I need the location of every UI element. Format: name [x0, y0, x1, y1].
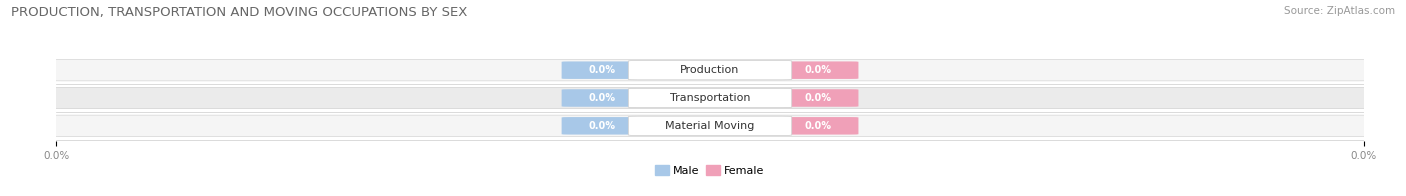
Text: PRODUCTION, TRANSPORTATION AND MOVING OCCUPATIONS BY SEX: PRODUCTION, TRANSPORTATION AND MOVING OC…	[11, 6, 468, 19]
Text: 0.0%: 0.0%	[804, 93, 831, 103]
FancyBboxPatch shape	[46, 59, 1374, 81]
FancyBboxPatch shape	[628, 61, 792, 80]
Text: Production: Production	[681, 65, 740, 75]
Text: 0.0%: 0.0%	[589, 65, 616, 75]
FancyBboxPatch shape	[561, 117, 643, 135]
Text: 0.0%: 0.0%	[589, 93, 616, 103]
Legend: Male, Female: Male, Female	[651, 161, 769, 180]
Text: 0.0%: 0.0%	[804, 121, 831, 131]
FancyBboxPatch shape	[46, 87, 1374, 109]
FancyBboxPatch shape	[561, 61, 643, 79]
FancyBboxPatch shape	[778, 61, 859, 79]
Text: Transportation: Transportation	[669, 93, 751, 103]
Text: 0.0%: 0.0%	[589, 121, 616, 131]
Text: 0.0%: 0.0%	[804, 65, 831, 75]
FancyBboxPatch shape	[46, 115, 1374, 137]
FancyBboxPatch shape	[628, 88, 792, 108]
FancyBboxPatch shape	[778, 89, 859, 107]
Text: Material Moving: Material Moving	[665, 121, 755, 131]
Text: Source: ZipAtlas.com: Source: ZipAtlas.com	[1284, 6, 1395, 16]
FancyBboxPatch shape	[628, 116, 792, 135]
FancyBboxPatch shape	[778, 117, 859, 135]
FancyBboxPatch shape	[561, 89, 643, 107]
